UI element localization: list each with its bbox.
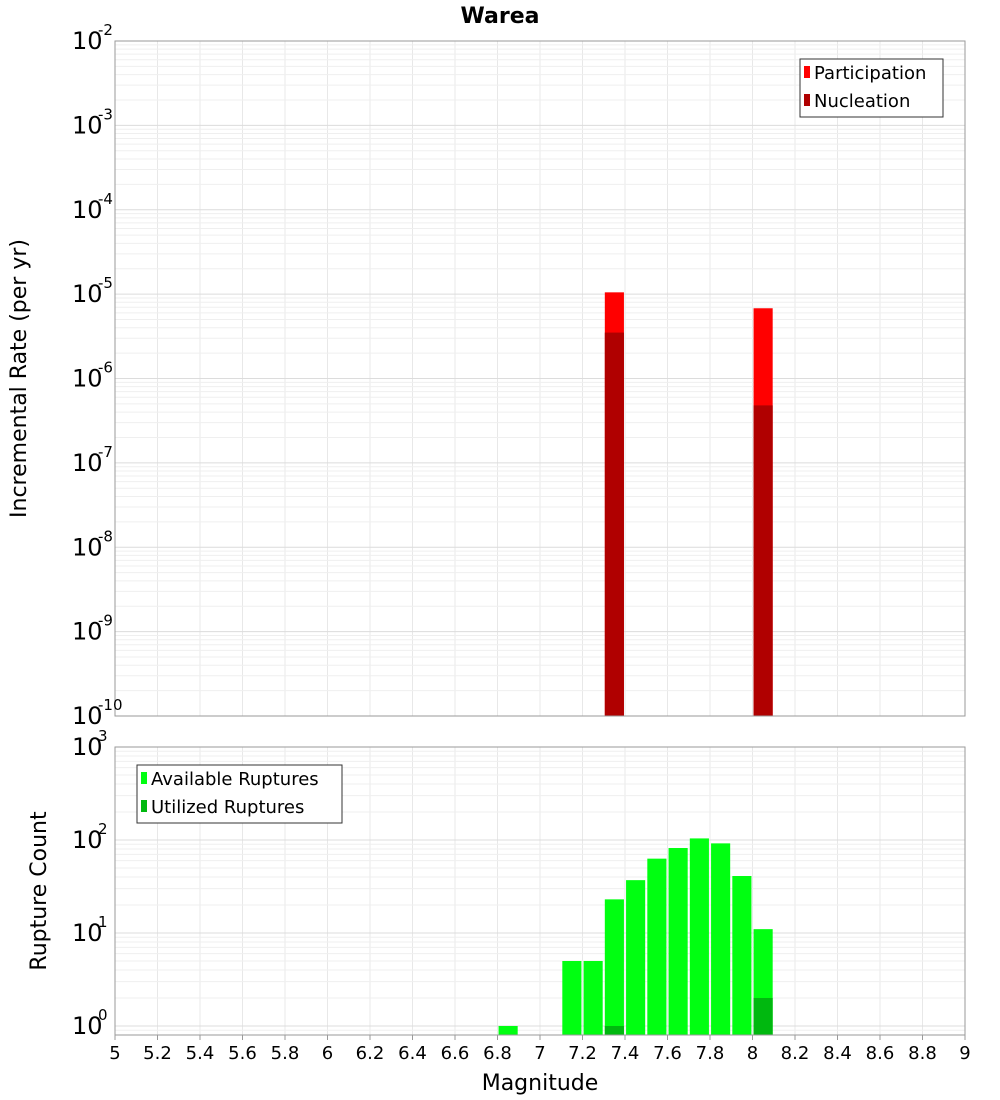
plot-frame [114,40,966,717]
y-tick-label: 10 [72,733,103,761]
y-tick-label: 10 [72,826,103,854]
legend-box [799,58,944,118]
x-tick-label: 6.6 [441,1043,470,1064]
bar [753,405,773,716]
bar [732,876,752,1035]
x-tick-label: 8.6 [866,1043,895,1064]
x-tick-label: 7.6 [653,1043,682,1064]
y-tick-label: 10 [72,533,103,561]
y-tick-label: 10 [72,449,103,477]
y-tick-exponent: -7 [98,443,113,461]
legend-label: Participation [814,63,926,84]
bar [583,960,603,1035]
series-nucleation [604,332,773,716]
y-tick-label: 10 [72,618,103,646]
y-tick-exponent: -3 [98,105,113,123]
y-tick-exponent: -5 [98,274,113,292]
rate-panel: 10-1010-910-810-710-610-510-410-310-2Inc… [7,21,966,730]
legend: Available Ruptures Utilized Ruptures [136,764,343,824]
grid [114,40,966,717]
bar [626,880,646,1035]
y-tick-label: 10 [72,196,103,224]
series-utilized-ruptures [604,997,773,1035]
x-tick-label: 8.2 [781,1043,810,1064]
legend-swatch [141,772,147,784]
x-tick-label: 7.2 [568,1043,597,1064]
x-tick-label: 9 [959,1043,970,1064]
legend-label: Utilized Ruptures [151,797,304,818]
y-tick-exponent: 0 [98,1006,108,1024]
y-axis-label: Incremental Rate (per yr) [7,239,32,518]
legend-swatch [804,94,810,106]
x-tick-label: 7.4 [611,1043,640,1064]
y-tick-exponent: 1 [98,913,108,931]
legend-swatch [804,66,810,78]
bar [604,899,624,1035]
bar [562,960,582,1035]
chart-title: Warea [461,4,540,29]
y-tick-label: 10 [72,280,103,308]
x-tick-label: 7 [534,1043,545,1064]
bar [604,332,624,716]
x-tick-label: 6.8 [483,1043,512,1064]
x-tick-label: 8.4 [823,1043,852,1064]
y-tick-label: 10 [72,1012,103,1040]
x-tick-label: 5.4 [186,1043,215,1064]
y-axis-label: Rupture Count [27,811,52,971]
y-tick-label: 10 [72,365,103,393]
y-tick-exponent: 3 [98,727,108,745]
x-tick-label: 5.8 [271,1043,300,1064]
bar [604,1025,624,1035]
y-tick-exponent: -2 [98,21,113,39]
x-axis-label: Magnitude [482,1071,599,1096]
bar [647,858,667,1035]
x-tick-label: 5.2 [143,1043,172,1064]
x-axis-ticks: 5 5.2 5.4 5.6 5.8 6 6.2 6.4 6.6 6.8 7 7.2 7.4 7.6 7.8 8… [109,1035,971,1064]
y-tick-exponent: -9 [98,612,113,630]
bar [668,848,688,1035]
legend-label: Available Ruptures [151,769,319,790]
y-tick-exponent: -4 [98,190,113,208]
series-available-ruptures [498,838,773,1035]
y-tick-exponent: -6 [98,359,113,377]
y-tick-exponent: 2 [98,820,108,838]
bar [753,997,773,1035]
x-tick-label: 6 [322,1043,333,1064]
y-tick-label: 10 [72,702,103,730]
bar [498,1025,518,1035]
x-tick-label: 8 [747,1043,758,1064]
bar [689,838,709,1035]
x-tick-label: 8.8 [908,1043,937,1064]
y-tick-label: 10 [72,27,103,55]
y-tick-label: 10 [72,111,103,139]
x-tick-label: 5.6 [228,1043,257,1064]
y-tick-exponent: -8 [98,527,113,545]
legend-box [136,764,343,824]
x-tick-label: 5 [109,1043,120,1064]
legend-label: Nucleation [814,91,910,112]
x-tick-label: 6.2 [356,1043,385,1064]
bar [711,843,731,1035]
x-tick-label: 7.8 [696,1043,725,1064]
y-tick-label: 10 [72,919,103,947]
y-tick-exponent: -10 [98,696,123,714]
legend: Participation Nucleation [799,58,944,118]
legend-swatch [141,800,147,812]
x-tick-label: 6.4 [398,1043,427,1064]
